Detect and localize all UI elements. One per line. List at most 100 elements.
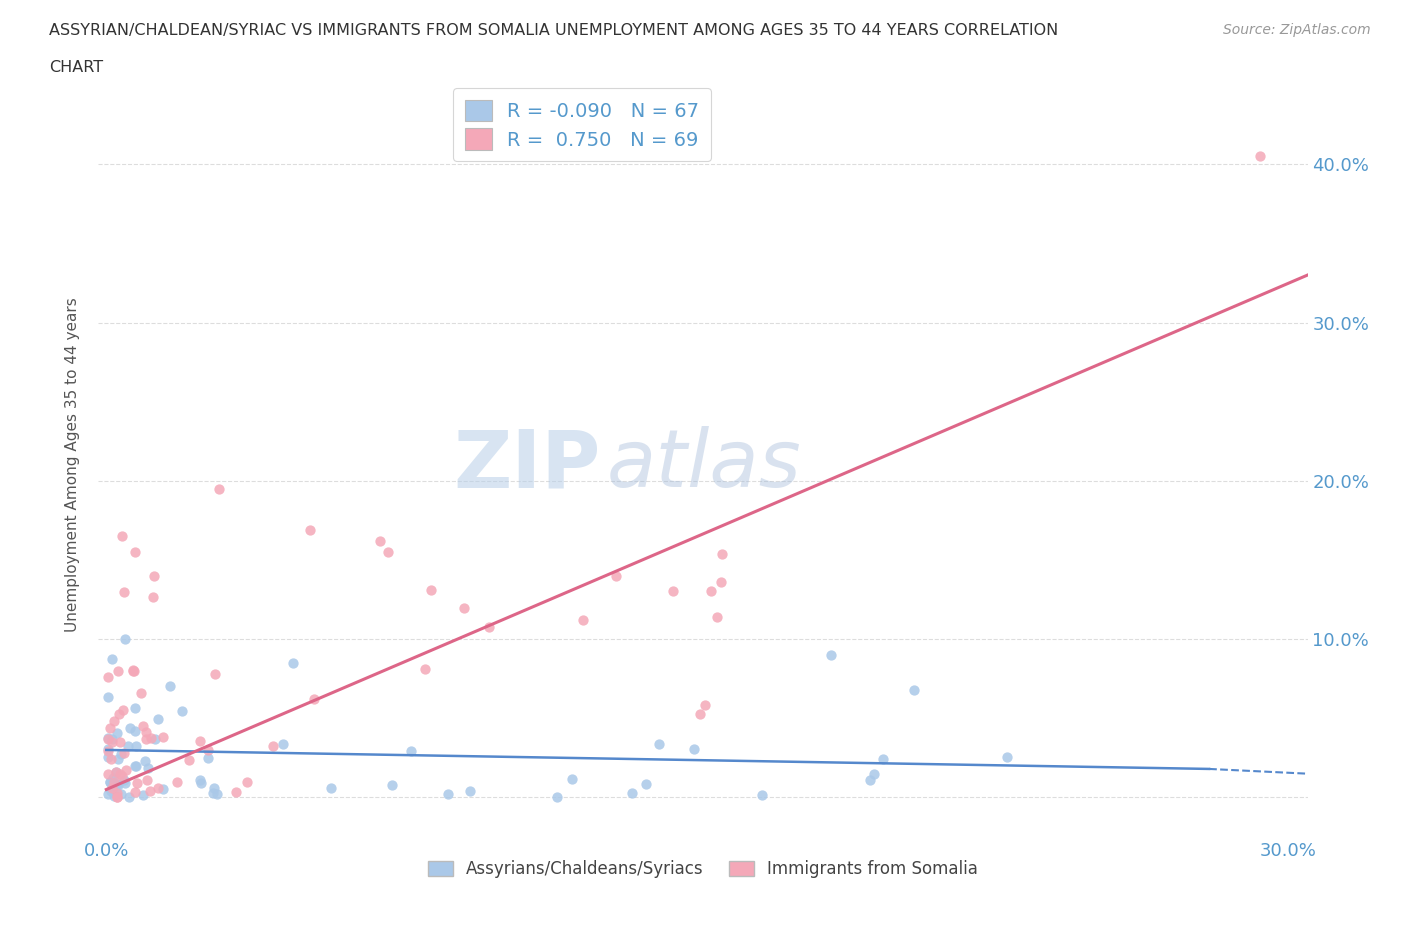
Y-axis label: Unemployment Among Ages 35 to 44 years: Unemployment Among Ages 35 to 44 years — [65, 298, 80, 632]
Point — [298, 523, 321, 538]
Point — [858, 773, 880, 788]
Point — [105, 777, 128, 791]
Point — [139, 731, 162, 746]
Point — [995, 750, 1018, 764]
Point — [124, 701, 146, 716]
Point — [124, 724, 146, 738]
Point — [98, 774, 121, 789]
Point — [1249, 149, 1271, 164]
Text: ZIP: ZIP — [453, 426, 600, 504]
Point — [105, 764, 128, 779]
Point — [101, 735, 124, 750]
Point — [110, 747, 132, 762]
Point — [190, 776, 212, 790]
Point — [689, 707, 711, 722]
Text: ASSYRIAN/CHALDEAN/SYRIAC VS IMMIGRANTS FROM SOMALIA UNEMPLOYMENT AMONG AGES 35 T: ASSYRIAN/CHALDEAN/SYRIAC VS IMMIGRANTS F… — [49, 23, 1059, 38]
Point — [141, 590, 163, 604]
Point — [114, 631, 136, 646]
Point — [605, 568, 627, 583]
Text: atlas: atlas — [606, 426, 801, 504]
Point — [699, 583, 721, 598]
Point — [108, 706, 131, 721]
Point — [136, 761, 159, 776]
Point — [204, 667, 226, 682]
Point — [103, 781, 125, 796]
Point — [166, 775, 188, 790]
Point — [112, 773, 135, 788]
Point — [302, 692, 325, 707]
Point — [695, 698, 717, 712]
Point — [122, 664, 145, 679]
Point — [413, 661, 436, 676]
Legend: Assyrians/Chaldeans/Syriacs, Immigrants from Somalia: Assyrians/Chaldeans/Syriacs, Immigrants … — [422, 853, 984, 884]
Point — [124, 545, 146, 560]
Point — [190, 733, 212, 748]
Point — [146, 780, 169, 795]
Point — [103, 788, 125, 803]
Point — [125, 776, 148, 790]
Point — [478, 620, 501, 635]
Point — [368, 534, 391, 549]
Point — [135, 724, 157, 739]
Point — [131, 788, 153, 803]
Point — [105, 785, 128, 800]
Point — [118, 720, 141, 735]
Point — [863, 766, 886, 781]
Point — [107, 664, 129, 679]
Point — [103, 714, 125, 729]
Text: CHART: CHART — [49, 60, 103, 75]
Point — [621, 785, 644, 800]
Point — [101, 771, 124, 786]
Point — [97, 787, 120, 802]
Point — [107, 777, 129, 792]
Point — [188, 773, 211, 788]
Point — [100, 784, 122, 799]
Point — [98, 721, 121, 736]
Point — [101, 780, 124, 795]
Point — [100, 652, 122, 667]
Point — [283, 656, 305, 671]
Point — [170, 704, 193, 719]
Point — [321, 780, 343, 795]
Point — [110, 768, 132, 783]
Point — [436, 787, 458, 802]
Point — [101, 775, 124, 790]
Point — [124, 785, 146, 800]
Point — [202, 781, 225, 796]
Point — [114, 763, 136, 777]
Point — [114, 776, 136, 790]
Point — [125, 759, 148, 774]
Point — [572, 612, 595, 627]
Point — [103, 775, 125, 790]
Point — [381, 777, 404, 792]
Point — [105, 790, 128, 804]
Point — [225, 785, 247, 800]
Point — [152, 781, 174, 796]
Point — [97, 750, 120, 764]
Point — [561, 772, 583, 787]
Point — [201, 785, 224, 800]
Point — [111, 702, 134, 717]
Point — [419, 582, 441, 597]
Point — [122, 662, 145, 677]
Point — [100, 782, 122, 797]
Point — [124, 759, 146, 774]
Point — [634, 777, 657, 791]
Point — [100, 775, 122, 790]
Point — [751, 787, 773, 802]
Point — [872, 751, 894, 766]
Point — [271, 737, 294, 751]
Point — [139, 784, 162, 799]
Point — [159, 679, 181, 694]
Point — [711, 546, 734, 561]
Point — [117, 738, 139, 753]
Point — [105, 725, 128, 740]
Point — [100, 751, 122, 766]
Point — [136, 773, 159, 788]
Point — [208, 482, 231, 497]
Point — [111, 529, 134, 544]
Point — [682, 741, 704, 756]
Point — [97, 732, 120, 747]
Point — [97, 689, 120, 704]
Point — [647, 737, 669, 751]
